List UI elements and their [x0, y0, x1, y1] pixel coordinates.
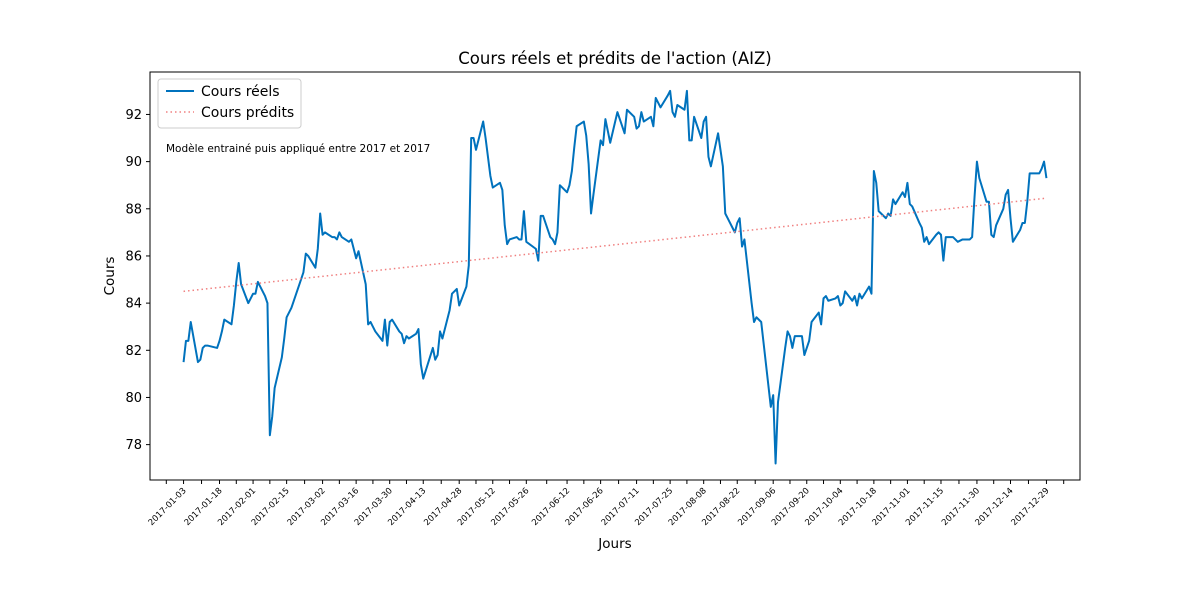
y-axis-label: Cours — [102, 257, 118, 296]
chart-title: Cours réels et prédits de l'action (AIZ) — [458, 49, 771, 68]
legend: Cours réels Cours prédits — [157, 78, 302, 129]
y-tick-label: 86 — [125, 249, 142, 264]
series-layer — [182, 89, 1048, 465]
x-axis-label: Jours — [597, 536, 631, 552]
series-line-predicted — [183, 197, 1047, 293]
series-line-actual — [182, 89, 1048, 465]
y-tick-label: 90 — [125, 155, 142, 170]
plot-area-frame — [149, 71, 1081, 481]
annotation-text: Modèle entrainé puis appliqué entre 2017… — [166, 143, 430, 155]
y-tick-label: 88 — [125, 202, 142, 217]
y-tick-label: 82 — [125, 344, 142, 359]
legend-label-actual: Cours réels — [201, 84, 280, 100]
y-tick-label: 92 — [125, 108, 142, 123]
x-axis: 2017-01-032017-01-182017-02-012017-02-15… — [147, 480, 1065, 528]
legend-label-predicted: Cours prédits — [201, 105, 294, 121]
y-tick-label: 78 — [125, 438, 142, 453]
y-tick-label: 84 — [125, 297, 142, 312]
x-tick-label: 2017-12-29 — [1010, 486, 1052, 528]
y-axis: 78 80 82 84 86 88 90 92 — [125, 108, 150, 453]
y-tick-label: 80 — [125, 391, 142, 406]
